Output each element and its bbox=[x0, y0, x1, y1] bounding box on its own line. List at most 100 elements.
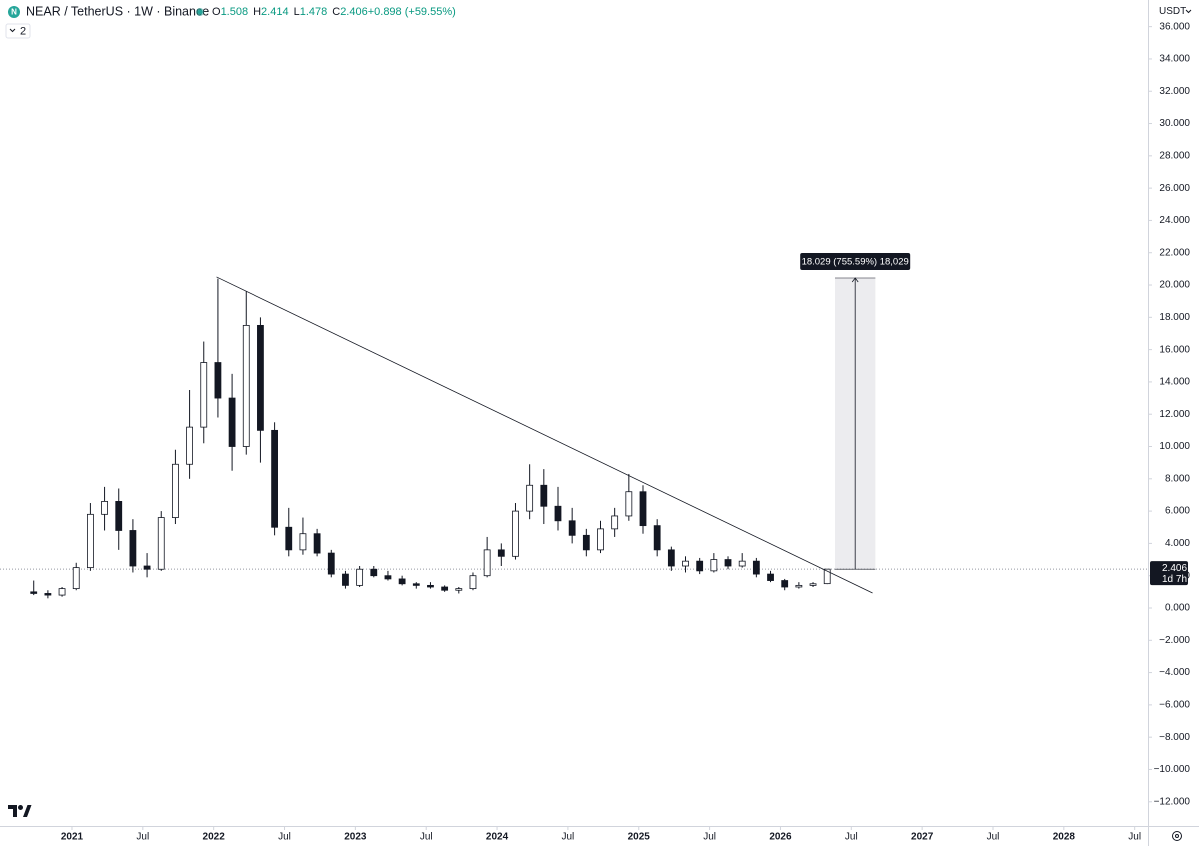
x-tick-label: Jul bbox=[562, 832, 575, 843]
candle-body bbox=[696, 560, 704, 572]
x-tick-label: Jul bbox=[420, 832, 433, 843]
x-tick-label: Jul bbox=[845, 832, 858, 843]
x-tick-label: Jul bbox=[136, 832, 149, 843]
candle-body bbox=[455, 588, 463, 591]
symbol-title[interactable]: NEAR / TetherUS · 1W · Binance bbox=[26, 4, 209, 18]
last-price-label: 2.406 bbox=[1162, 563, 1187, 574]
candle-body bbox=[342, 573, 349, 586]
candle-body bbox=[526, 484, 534, 512]
y-tick-label: 0.000 bbox=[1165, 603, 1190, 614]
symbol-icon bbox=[8, 6, 20, 18]
plot-area: 18.029 (755.59%) 18,029 bbox=[0, 252, 1148, 599]
x-tick-label: 2021 bbox=[61, 832, 84, 843]
x-tick-label: Jul bbox=[1128, 832, 1141, 843]
candle-body bbox=[228, 397, 236, 447]
candle-body bbox=[710, 559, 718, 572]
symbol-icon-letter: N bbox=[11, 8, 17, 17]
candle-body bbox=[823, 568, 831, 585]
y-tick-label: 22.000 bbox=[1159, 247, 1190, 258]
y-tick-label: 8.000 bbox=[1165, 473, 1190, 484]
candle-body bbox=[214, 362, 222, 399]
x-tick-label: 2022 bbox=[203, 832, 226, 843]
x-tick-label: 2027 bbox=[911, 832, 934, 843]
ohlc-value: 2.406 bbox=[340, 6, 368, 18]
candle-body bbox=[483, 549, 491, 577]
chevron bbox=[9, 28, 16, 33]
candle-body bbox=[412, 583, 420, 586]
gear[interactable] bbox=[1172, 831, 1182, 841]
candle-body bbox=[781, 580, 789, 588]
y-tick-label: 28.000 bbox=[1159, 150, 1190, 161]
candle-body bbox=[285, 526, 293, 551]
candle-body bbox=[752, 560, 760, 575]
candle-body bbox=[540, 484, 548, 507]
chevron bbox=[1185, 9, 1192, 14]
candle-body bbox=[469, 575, 477, 590]
candle-body bbox=[129, 530, 137, 567]
last-price-tag bbox=[1150, 561, 1188, 586]
candle-body bbox=[242, 324, 250, 447]
candle-body bbox=[87, 513, 94, 569]
tradingview-logo bbox=[8, 805, 32, 817]
y-tick-label: 32.000 bbox=[1159, 86, 1190, 97]
measure-label-box bbox=[800, 252, 911, 270]
y-tick-label: 6.000 bbox=[1165, 506, 1190, 517]
settings-icon[interactable] bbox=[1172, 831, 1182, 841]
x-tick-label: 2025 bbox=[628, 832, 651, 843]
candle-body bbox=[200, 362, 208, 428]
y-tick-label: 16.000 bbox=[1159, 344, 1190, 355]
candle-body bbox=[257, 324, 264, 431]
candle-body bbox=[427, 584, 434, 588]
candle-body bbox=[441, 586, 449, 591]
candle-body bbox=[384, 575, 392, 580]
y-tick-label: 10.000 bbox=[1159, 441, 1190, 452]
candle-body bbox=[172, 463, 179, 518]
x-tick-label: Jul bbox=[987, 832, 1000, 843]
candle-body bbox=[101, 501, 108, 515]
candle-body bbox=[512, 510, 519, 557]
ohlc-value: 1.508 bbox=[221, 6, 249, 18]
y-tick-label: −4.000 bbox=[1159, 667, 1190, 678]
logo-part bbox=[23, 805, 32, 817]
y-tick-label: 24.000 bbox=[1159, 215, 1190, 226]
candle-body bbox=[115, 501, 123, 531]
candle-body bbox=[625, 491, 633, 517]
currency-selector[interactable] bbox=[1152, 3, 1196, 19]
logo-part bbox=[8, 805, 17, 817]
candle-body bbox=[554, 505, 562, 522]
trendline bbox=[216, 276, 873, 594]
y-tick-label: −2.000 bbox=[1159, 635, 1190, 646]
candle-body bbox=[597, 528, 604, 551]
candle-body bbox=[497, 549, 505, 557]
currency[interactable]: USDT bbox=[1159, 6, 1186, 17]
ohlc-value: 2.414 bbox=[261, 6, 289, 18]
candle-body bbox=[611, 515, 619, 530]
candle-body bbox=[738, 560, 746, 567]
candle-body bbox=[313, 533, 321, 554]
ohlc-key: H bbox=[253, 6, 261, 18]
y-tick-label: 4.000 bbox=[1165, 538, 1190, 549]
candle-body bbox=[370, 568, 378, 577]
gear-center bbox=[1175, 834, 1179, 838]
measure-arrow-head bbox=[851, 277, 859, 283]
market-status-dot bbox=[197, 9, 203, 15]
candle-body bbox=[72, 567, 80, 590]
measure-label: 18.029 (755.59%) 18,029 bbox=[802, 257, 909, 268]
candle-body bbox=[582, 534, 590, 551]
indicator-count[interactable]: 2 bbox=[20, 25, 26, 37]
candle-body bbox=[724, 559, 732, 567]
candle-body bbox=[271, 429, 279, 528]
y-tick-label: −10.000 bbox=[1154, 764, 1191, 775]
y-tick-label: 34.000 bbox=[1159, 54, 1190, 65]
candle-body bbox=[767, 573, 774, 581]
y-tick-label: 14.000 bbox=[1159, 377, 1190, 388]
x-tick-label: 2028 bbox=[1053, 832, 1076, 843]
candle-body bbox=[356, 568, 364, 586]
y-tick-label: −12.000 bbox=[1154, 796, 1191, 807]
candle-body bbox=[299, 533, 307, 551]
candle-body bbox=[682, 560, 689, 567]
countdown: 1d 7h bbox=[1162, 574, 1187, 585]
indicators-toggle[interactable] bbox=[5, 23, 31, 39]
